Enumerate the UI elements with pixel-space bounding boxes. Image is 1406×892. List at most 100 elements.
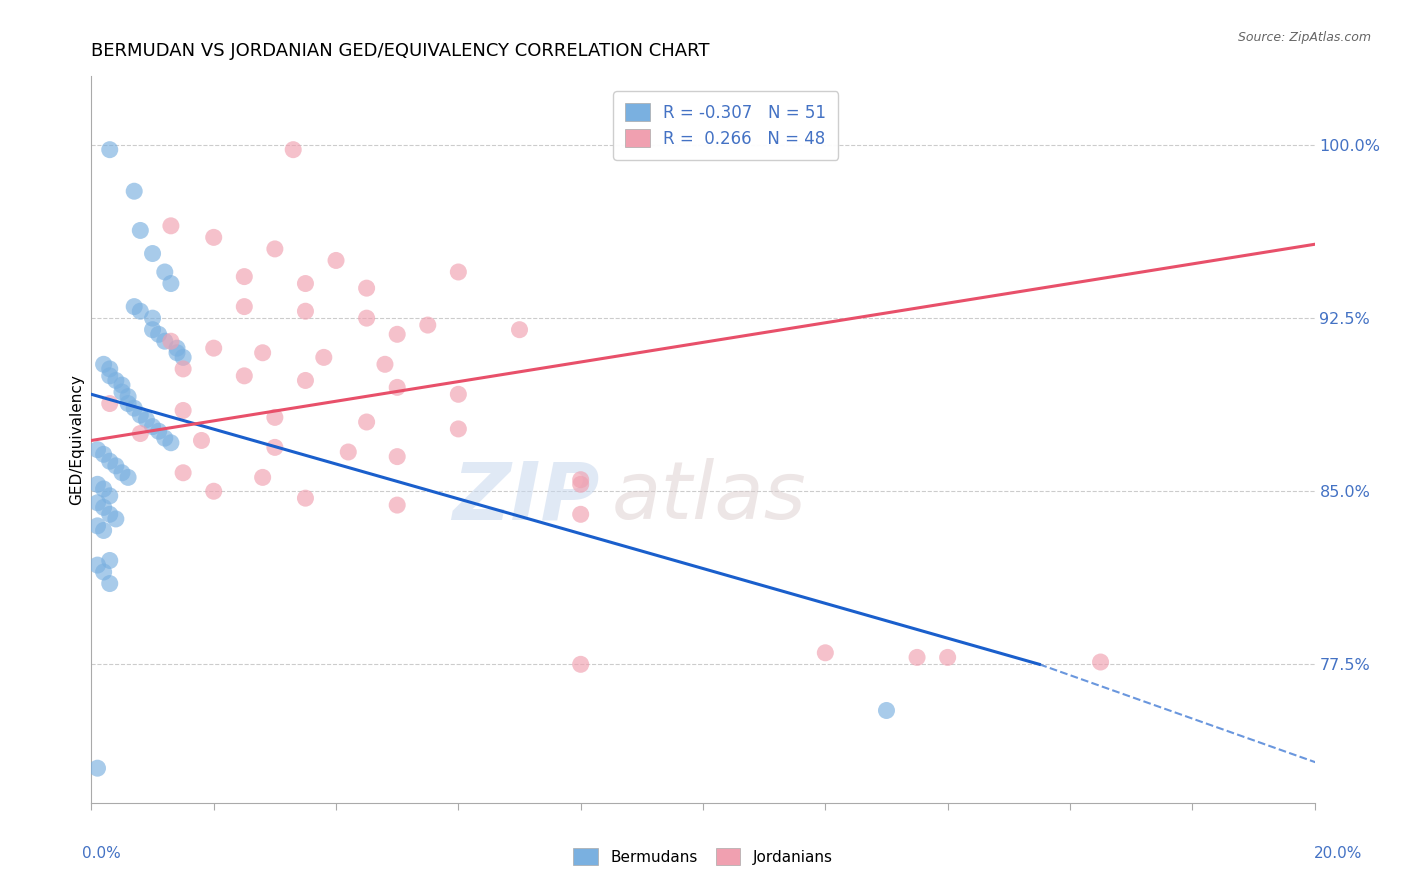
Point: [356, 281, 378, 295]
Point: [160, 219, 183, 233]
Point: [166, 345, 188, 359]
Point: [148, 424, 170, 438]
Point: [312, 351, 335, 365]
Point: [875, 704, 898, 718]
Point: [93, 565, 115, 579]
Y-axis label: GED/Equivalency: GED/Equivalency: [69, 374, 84, 505]
Point: [111, 384, 134, 399]
Point: [172, 403, 194, 417]
Point: [294, 374, 316, 388]
Point: [569, 477, 592, 491]
Point: [98, 553, 121, 567]
Point: [337, 445, 360, 459]
Point: [117, 390, 139, 404]
Point: [416, 318, 439, 332]
Text: atlas: atlas: [612, 458, 806, 536]
Point: [264, 410, 287, 425]
Point: [153, 334, 176, 349]
Point: [86, 558, 108, 573]
Point: [160, 435, 183, 450]
Point: [447, 265, 470, 279]
Point: [936, 650, 959, 665]
Point: [141, 419, 163, 434]
Point: [233, 300, 256, 314]
Point: [86, 519, 108, 533]
Point: [93, 357, 115, 371]
Point: [569, 657, 592, 672]
Point: [135, 413, 157, 427]
Point: [129, 223, 152, 237]
Point: [129, 408, 152, 422]
Point: [385, 380, 409, 394]
Point: [569, 508, 592, 522]
Point: [86, 477, 108, 491]
Text: 20.0%: 20.0%: [1315, 846, 1362, 861]
Point: [160, 277, 183, 291]
Point: [172, 362, 194, 376]
Point: [98, 362, 121, 376]
Point: [111, 466, 134, 480]
Point: [117, 396, 139, 410]
Point: [814, 646, 837, 660]
Point: [294, 304, 316, 318]
Point: [385, 327, 409, 342]
Point: [294, 491, 316, 505]
Point: [141, 246, 163, 260]
Point: [1090, 655, 1112, 669]
Text: BERMUDAN VS JORDANIAN GED/EQUIVALENCY CORRELATION CHART: BERMUDAN VS JORDANIAN GED/EQUIVALENCY CO…: [91, 43, 710, 61]
Point: [264, 441, 287, 455]
Point: [129, 304, 152, 318]
Point: [98, 368, 121, 383]
Point: [172, 351, 194, 365]
Point: [190, 434, 212, 448]
Point: [153, 431, 176, 445]
Point: [104, 374, 127, 388]
Point: [172, 466, 194, 480]
Point: [202, 230, 225, 244]
Point: [98, 396, 121, 410]
Point: [202, 341, 225, 355]
Point: [93, 482, 115, 496]
Point: [447, 387, 470, 401]
Point: [374, 357, 396, 371]
Point: [98, 454, 121, 468]
Point: [93, 447, 115, 461]
Text: 0.0%: 0.0%: [82, 846, 121, 861]
Point: [98, 508, 121, 522]
Legend: R = -0.307   N = 51, R =  0.266   N = 48: R = -0.307 N = 51, R = 0.266 N = 48: [613, 91, 838, 160]
Point: [202, 484, 225, 499]
Point: [111, 378, 134, 392]
Point: [86, 496, 108, 510]
Point: [166, 341, 188, 355]
Point: [325, 253, 347, 268]
Text: Source: ZipAtlas.com: Source: ZipAtlas.com: [1237, 31, 1371, 45]
Point: [509, 323, 531, 337]
Point: [283, 143, 305, 157]
Point: [148, 327, 170, 342]
Point: [233, 368, 256, 383]
Point: [447, 422, 470, 436]
Point: [117, 470, 139, 484]
Point: [905, 650, 928, 665]
Point: [252, 470, 274, 484]
Point: [122, 184, 145, 198]
Point: [141, 323, 163, 337]
Point: [129, 426, 152, 441]
Point: [141, 311, 163, 326]
Point: [93, 500, 115, 515]
Point: [569, 473, 592, 487]
Point: [86, 442, 108, 457]
Point: [385, 498, 409, 512]
Point: [385, 450, 409, 464]
Point: [104, 458, 127, 473]
Point: [98, 576, 121, 591]
Point: [264, 242, 287, 256]
Legend: Bermudans, Jordanians: Bermudans, Jordanians: [568, 842, 838, 871]
Point: [93, 524, 115, 538]
Text: ZIP: ZIP: [451, 458, 599, 536]
Point: [122, 401, 145, 416]
Point: [294, 277, 316, 291]
Point: [252, 345, 274, 359]
Point: [153, 265, 176, 279]
Point: [98, 489, 121, 503]
